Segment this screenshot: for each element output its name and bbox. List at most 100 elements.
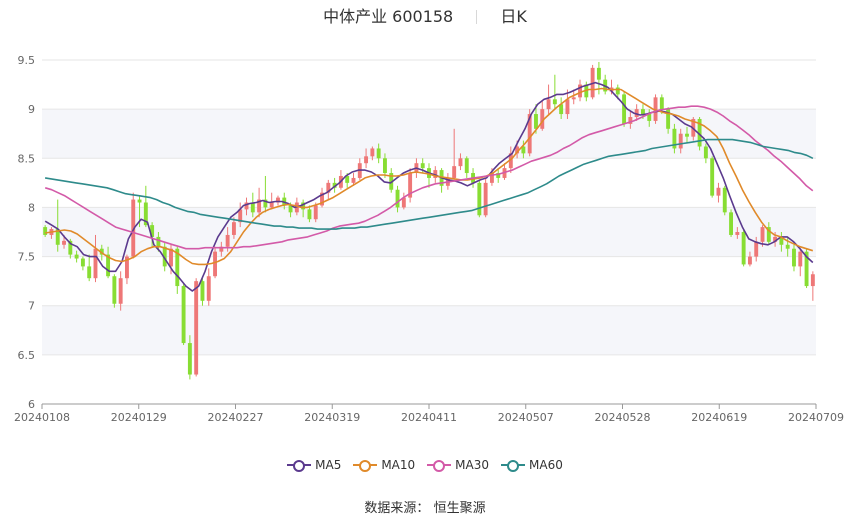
candle-body	[225, 234, 230, 247]
candle-body	[408, 173, 413, 198]
candle-body	[615, 87, 620, 95]
candle-body	[301, 202, 306, 210]
candle-body	[779, 236, 784, 245]
legend-label: MA5	[315, 458, 342, 472]
legend-label: MA10	[381, 458, 416, 472]
candle-body	[238, 209, 243, 223]
candle-body	[433, 170, 438, 178]
candle-body	[464, 158, 469, 174]
legend-item-ma5[interactable]: MA5	[287, 458, 341, 472]
candle-body	[508, 153, 513, 169]
legend-marker-icon	[501, 459, 526, 472]
candle-body	[559, 104, 564, 115]
legend-marker-icon	[427, 459, 452, 472]
legend-item-ma30[interactable]: MA30	[427, 458, 489, 472]
candle-body	[364, 156, 369, 164]
candle-body	[477, 182, 482, 216]
candle-body	[244, 202, 249, 210]
ma30-line	[44, 105, 814, 250]
candle-body	[571, 97, 576, 100]
y-tick-label: 8.5	[18, 152, 36, 165]
candle-body	[515, 146, 520, 154]
candle-body	[659, 97, 664, 110]
period-tab[interactable]: 日K	[500, 6, 527, 26]
candle-body	[729, 212, 733, 235]
candle-body	[672, 128, 677, 149]
candle-body	[99, 248, 104, 255]
candle-body	[307, 209, 312, 220]
x-tick-label: 20240411	[401, 411, 457, 424]
candle-body	[326, 182, 331, 193]
candle-body	[792, 248, 796, 267]
y-tick-label: 9.5	[18, 54, 36, 67]
candle-body	[87, 266, 92, 279]
candle-body	[250, 202, 255, 213]
candle-body	[716, 187, 721, 196]
candle-body	[697, 118, 702, 147]
y-tick-label: 6.5	[18, 349, 36, 362]
data-source: 数据来源： 恒生聚源	[0, 497, 850, 516]
candle-body	[735, 232, 740, 235]
data-source-label: 数据来源：	[364, 501, 430, 516]
candle-body	[332, 182, 337, 188]
candle-body	[710, 158, 715, 196]
x-tick-label: 20240507	[498, 411, 554, 424]
candle-body	[383, 158, 387, 174]
candle-body	[641, 109, 645, 115]
y-tick-label: 6	[28, 398, 35, 411]
candle-body	[810, 274, 815, 287]
candle-body	[320, 192, 324, 206]
candle-body	[118, 278, 123, 304]
candle-body	[798, 251, 803, 267]
y-tick-label: 8	[28, 201, 35, 214]
legend-marker-icon	[287, 459, 312, 472]
x-tick-label: 20240528	[595, 411, 651, 424]
candle-body	[747, 256, 752, 265]
candle-body	[395, 189, 400, 208]
x-tick-label: 20240108	[14, 411, 70, 424]
candle-body	[269, 202, 274, 208]
candle-body	[527, 114, 532, 154]
candle-body	[521, 146, 526, 154]
candle-body	[458, 158, 463, 167]
candle-body	[156, 236, 161, 247]
candle-body	[206, 276, 211, 301]
candle-body	[125, 256, 129, 279]
x-tick-label: 20240709	[788, 411, 844, 424]
candle-body	[552, 99, 557, 105]
candle-body	[74, 254, 79, 259]
candle-body	[401, 197, 406, 208]
candle-body	[540, 109, 545, 129]
candlestick-chart: 6 6.5 7 7.5 8 8.5 9 9.5 20240108 20240129 20240227…	[14, 54, 844, 424]
candle-body	[773, 236, 778, 242]
candle-body	[150, 225, 155, 237]
candle-body	[804, 251, 809, 287]
candle-body	[754, 241, 759, 257]
chart-title-bar: 中体产业 600158 日K	[0, 4, 850, 28]
candle-body	[55, 229, 60, 245]
candle-body	[703, 146, 708, 159]
candle-body	[181, 286, 186, 344]
candle-body	[80, 258, 85, 267]
ma5-line	[44, 81, 814, 292]
data-source-name: 恒生聚源	[433, 501, 486, 516]
legend-item-ma10[interactable]: MA10	[353, 458, 415, 472]
candle-body	[313, 205, 318, 220]
candle-body	[137, 199, 142, 203]
candle-body	[162, 246, 167, 267]
candle-body	[596, 67, 601, 80]
legend-item-ma60[interactable]: MA60	[501, 458, 563, 472]
candle-body	[722, 187, 727, 213]
legend-label: MA30	[455, 458, 490, 472]
title-separator	[476, 9, 478, 24]
candle-body	[741, 232, 746, 265]
candle-body	[420, 163, 425, 169]
candle-body	[175, 248, 180, 287]
candle-body	[93, 248, 98, 279]
chart-legend: MA5 MA10 MA30 MA60	[0, 458, 850, 474]
candle-body	[678, 133, 683, 149]
candle-body	[257, 199, 262, 213]
candle-body	[622, 94, 627, 124]
chart-title: 中体产业 600158	[323, 6, 454, 26]
ma60-line	[44, 138, 814, 230]
